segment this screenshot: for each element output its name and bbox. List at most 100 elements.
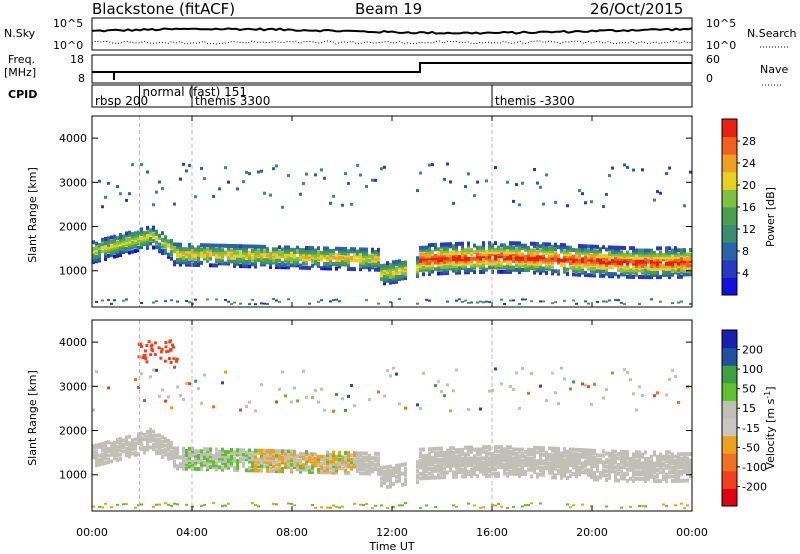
scatter-cell bbox=[422, 254, 425, 259]
scatter-cell bbox=[671, 454, 674, 459]
scatter-cell bbox=[437, 253, 440, 258]
colorbar-tick-label: 16 bbox=[742, 201, 756, 214]
scatter-cell bbox=[107, 457, 110, 462]
scatter-cell bbox=[563, 473, 566, 478]
scatter-cell bbox=[335, 461, 338, 466]
scatter-cell bbox=[533, 252, 536, 257]
scatter-cell bbox=[221, 449, 224, 454]
scatter-cell bbox=[248, 448, 251, 453]
scatter-cell bbox=[257, 448, 260, 453]
scatter-cell bbox=[674, 459, 677, 464]
scatter-cell bbox=[167, 445, 170, 450]
scatter-cell bbox=[266, 453, 269, 458]
scatter-cell bbox=[686, 469, 689, 474]
scatter-cell bbox=[518, 270, 521, 275]
scatter-cell bbox=[644, 450, 647, 455]
nave-label: Nave bbox=[760, 63, 788, 76]
scatter-cell bbox=[632, 463, 635, 468]
scatter-cell bbox=[365, 184, 368, 188]
scatter-cell bbox=[272, 460, 275, 465]
scatter-cell bbox=[395, 277, 398, 282]
scatter-cell bbox=[137, 436, 140, 441]
scatter-cell bbox=[494, 241, 497, 246]
scatter-cell bbox=[383, 465, 386, 470]
scatter-cell bbox=[440, 462, 443, 467]
scatter-cell bbox=[404, 267, 407, 272]
scatter-cell bbox=[506, 506, 509, 509]
scatter-cell bbox=[683, 259, 686, 264]
scatter-cell bbox=[569, 449, 572, 454]
scatter-cell bbox=[371, 249, 374, 254]
scatter-cell bbox=[650, 272, 653, 277]
scatter-cell bbox=[284, 256, 287, 261]
scatter-cell bbox=[593, 464, 596, 469]
scatter-cell bbox=[497, 245, 500, 250]
scatter-cell bbox=[299, 248, 302, 253]
scatter-cell bbox=[605, 460, 608, 465]
scatter-cell bbox=[146, 170, 149, 174]
scatter-cell bbox=[134, 506, 137, 509]
scatter-cell bbox=[623, 368, 626, 372]
scatter-cell bbox=[329, 466, 332, 471]
scatter-cell bbox=[518, 203, 521, 207]
scatter-cell bbox=[179, 462, 182, 467]
scatter-cell bbox=[377, 456, 380, 461]
scatter-cell bbox=[560, 462, 563, 467]
scatter-cell bbox=[95, 463, 98, 468]
scatter-cell bbox=[287, 254, 290, 259]
scatter-cell bbox=[581, 448, 584, 453]
scatter-cell bbox=[329, 461, 332, 466]
scatter-cell bbox=[440, 244, 443, 249]
scatter-cell bbox=[551, 246, 554, 251]
scatter-cell bbox=[395, 466, 398, 471]
colorbar-tick-label: 20 bbox=[742, 179, 756, 192]
scatter-cell bbox=[662, 470, 665, 475]
scatter-cell bbox=[611, 265, 614, 270]
scatter-cell bbox=[539, 300, 542, 303]
scatter-cell bbox=[578, 255, 581, 260]
scatter-cell bbox=[512, 458, 515, 463]
scatter-cell bbox=[104, 256, 107, 261]
scatter-cell bbox=[341, 505, 344, 508]
scatter-cell bbox=[176, 244, 179, 249]
scatter-cell bbox=[599, 262, 602, 267]
scatter-cell bbox=[440, 253, 443, 258]
scatter-cell bbox=[584, 273, 587, 278]
scatter-cell bbox=[167, 452, 170, 457]
scatter-cell bbox=[182, 453, 185, 458]
scatter-cell bbox=[503, 247, 506, 252]
scatter-cell bbox=[467, 172, 470, 176]
scatter-cell bbox=[596, 457, 599, 462]
scatter-cell bbox=[197, 260, 200, 265]
scatter-cell bbox=[299, 263, 302, 268]
scatter-cell bbox=[254, 303, 257, 306]
scatter-cell bbox=[263, 244, 266, 249]
scatter-cell bbox=[545, 455, 548, 460]
scatter-cell bbox=[125, 198, 128, 202]
scatter-cell bbox=[329, 257, 332, 262]
scatter-cell bbox=[554, 459, 557, 464]
scatter-cell bbox=[515, 267, 518, 272]
scatter-cell bbox=[482, 462, 485, 467]
scatter-cell bbox=[569, 261, 572, 266]
scatter-cell bbox=[95, 257, 98, 262]
scatter-cell bbox=[248, 303, 251, 306]
scatter-cell bbox=[611, 272, 614, 277]
scatter-cell bbox=[503, 449, 506, 454]
scatter-cell bbox=[419, 171, 422, 175]
scatter-cell bbox=[686, 467, 689, 472]
scatter-cell bbox=[449, 446, 452, 451]
scatter-cell bbox=[482, 465, 485, 470]
scatter-cell bbox=[350, 255, 353, 260]
scatter-cell bbox=[248, 400, 251, 404]
scatter-cell bbox=[614, 478, 617, 483]
scatter-cell bbox=[128, 192, 131, 196]
scatter-cell bbox=[164, 250, 167, 255]
scatter-cell bbox=[128, 246, 131, 251]
scatter-cell bbox=[662, 503, 665, 506]
scatter-cell bbox=[581, 452, 584, 457]
scatter-cell bbox=[662, 272, 665, 277]
scatter-cell bbox=[311, 252, 314, 257]
scatter-cell bbox=[194, 458, 197, 463]
scatter-cell bbox=[668, 261, 671, 266]
